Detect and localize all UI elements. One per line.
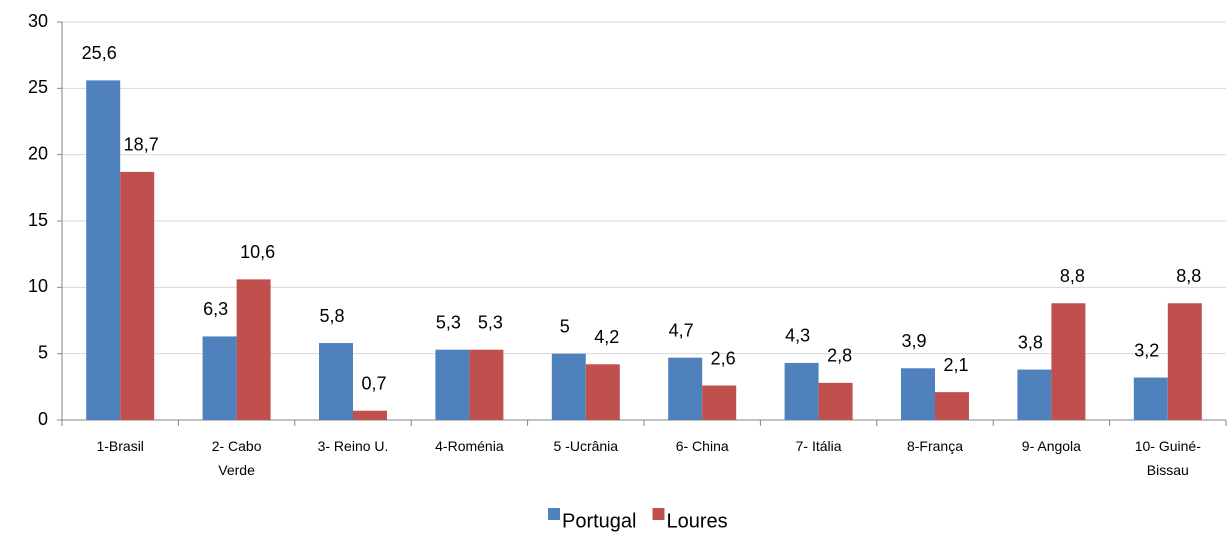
data-label: 3,9 xyxy=(901,331,926,351)
data-label: 3,2 xyxy=(1134,340,1159,360)
bar xyxy=(668,357,703,420)
bar xyxy=(935,392,969,420)
data-label: 5,3 xyxy=(478,312,503,332)
data-label: 0,7 xyxy=(361,373,386,393)
x-tick-label: 7- Itália xyxy=(795,438,842,454)
y-tick-label: 0 xyxy=(38,409,48,429)
data-label: 8,8 xyxy=(1060,266,1085,286)
x-tick-label: 9- Angola xyxy=(1021,438,1081,454)
x-tick-label: 2- Cabo Verde xyxy=(211,438,262,478)
y-tick-label: 25 xyxy=(28,77,48,97)
bar xyxy=(818,382,853,420)
bar xyxy=(1017,369,1052,420)
legend-swatch xyxy=(548,508,560,520)
x-tick-label: 10- Guiné-Bissau xyxy=(1134,438,1201,478)
legend-label: Portugal xyxy=(562,510,637,532)
data-label: 18,7 xyxy=(124,135,159,155)
y-tick-label: 30 xyxy=(28,11,48,31)
data-label: 4,7 xyxy=(669,320,694,340)
x-tick-label: 4-Roménia xyxy=(435,438,504,454)
data-label: 5,3 xyxy=(436,312,461,332)
y-tick-label: 10 xyxy=(28,276,48,296)
bar xyxy=(551,353,586,420)
x-tick-label: 6- China xyxy=(675,438,729,454)
bar xyxy=(435,349,470,420)
x-tick-label: 8-França xyxy=(906,438,964,454)
bar xyxy=(784,362,819,420)
bar xyxy=(1051,303,1086,420)
bar xyxy=(1133,377,1168,420)
bar xyxy=(319,343,353,420)
legend-swatch xyxy=(652,508,665,520)
data-label: 5,8 xyxy=(319,306,344,326)
bar xyxy=(120,171,155,420)
bar xyxy=(236,279,271,420)
bar xyxy=(469,349,504,420)
y-tick-label: 20 xyxy=(28,143,48,163)
bar xyxy=(702,385,737,420)
x-tick-label: 3- Reino U. xyxy=(317,438,389,454)
bar xyxy=(1167,303,1202,420)
bar xyxy=(202,336,237,420)
data-label: 4,2 xyxy=(594,327,619,347)
bar xyxy=(86,80,121,420)
bar xyxy=(901,368,935,420)
data-label: 6,3 xyxy=(203,299,228,319)
data-label: 25,6 xyxy=(82,43,117,63)
data-label: 4,3 xyxy=(785,326,810,346)
y-tick-label: 5 xyxy=(38,342,48,362)
x-tick-label: 1-Brasil xyxy=(96,438,144,454)
data-label: 10,6 xyxy=(240,242,275,262)
bar xyxy=(353,410,387,420)
y-tick-label: 15 xyxy=(28,210,48,230)
data-label: 8,8 xyxy=(1176,266,1201,286)
data-label: 2,8 xyxy=(827,346,852,366)
data-label: 2,6 xyxy=(711,348,736,368)
data-label: 2,1 xyxy=(943,355,968,375)
x-tick-label: 5 -Ucrânia xyxy=(553,438,619,454)
bar xyxy=(585,364,620,420)
data-label: 5 xyxy=(560,316,570,336)
data-label: 3,8 xyxy=(1018,332,1043,352)
legend-label: Loures xyxy=(667,510,728,532)
